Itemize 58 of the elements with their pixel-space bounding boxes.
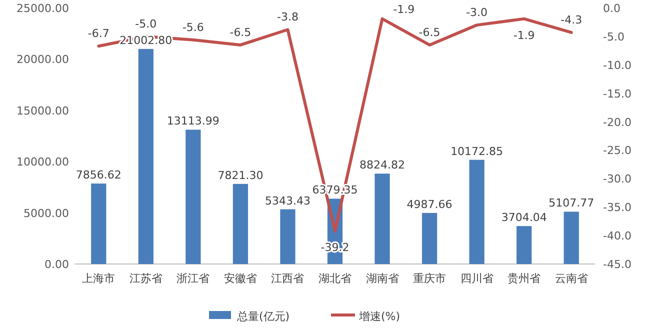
bar [232,184,248,264]
bar [422,212,438,264]
y2-tick-label: 0.0 [603,2,620,15]
data-label: 4987.66 [406,198,452,211]
bar [91,184,106,264]
data-label: -5.0 [135,17,157,30]
y-tick-label: 5000.00 [24,206,69,220]
data-label: 3704.04 [501,211,547,224]
x-tick-label: 上海市 [82,272,116,285]
data-label: -6.5 [418,26,440,39]
data-label: -4.3 [560,13,582,26]
bar [138,48,154,264]
data-label: 5107.77 [548,196,594,210]
x-tick-label: 江苏省 [129,272,162,285]
y2-tick-label: -45.0 [603,258,632,271]
x-tick-label: 湖北省 [318,272,352,285]
x-tick-label: 安徽省 [224,272,257,285]
y-tick-label: 10000.00 [16,156,69,169]
bar [516,226,532,264]
y2-tick-label: -35.0 [603,201,632,214]
bar [564,212,579,264]
x-tick-label: 江西省 [271,272,304,285]
data-label: -5.6 [182,20,204,34]
data-label: 7856.62 [76,168,122,182]
x-tick-label: 云南省 [554,272,588,285]
y2-tick-label: -10.0 [603,58,632,72]
y2-tick-label: -20.0 [603,116,632,129]
y-tick-label: 25000.00 [16,2,69,15]
legend-label: 增速(%) [358,310,400,323]
data-label: 13113.99 [166,114,220,128]
y2-tick-label: -25.0 [603,144,632,158]
data-label: 7821.30 [218,168,264,182]
x-tick-label: 浙江省 [176,272,210,285]
data-label: -3.8 [276,10,298,24]
data-label: -3.0 [466,6,488,20]
x-tick-label: 重庆市 [413,272,446,285]
x-tick-label: 四川省 [460,272,494,285]
data-label: 10172.85 [450,144,504,158]
bar [280,209,296,264]
y2-tick-label: -30.0 [603,172,632,186]
data-label: 8824.82 [360,158,406,172]
data-label: -1.9 [393,2,415,16]
bar [186,130,201,264]
x-tick-label: 湖南省 [366,272,399,285]
legend-label: 总量(亿元) [236,310,290,323]
y-tick-label: 15000.00 [16,104,69,118]
y-tick-label: 0.00 [44,258,69,271]
bar [374,174,390,264]
y2-tick-label: -40.0 [603,230,632,243]
x-tick-label: 贵州省 [508,272,541,285]
y-tick-label: 20000.00 [16,53,69,66]
data-label: -6.7 [88,27,110,40]
bar [469,160,484,264]
data-label: 5343.43 [264,194,310,208]
y2-tick-label: -5.0 [603,30,624,44]
data-label: -6.5 [230,26,252,39]
y2-tick-label: -15.0 [603,87,632,100]
data-label: -1.9 [513,28,535,42]
